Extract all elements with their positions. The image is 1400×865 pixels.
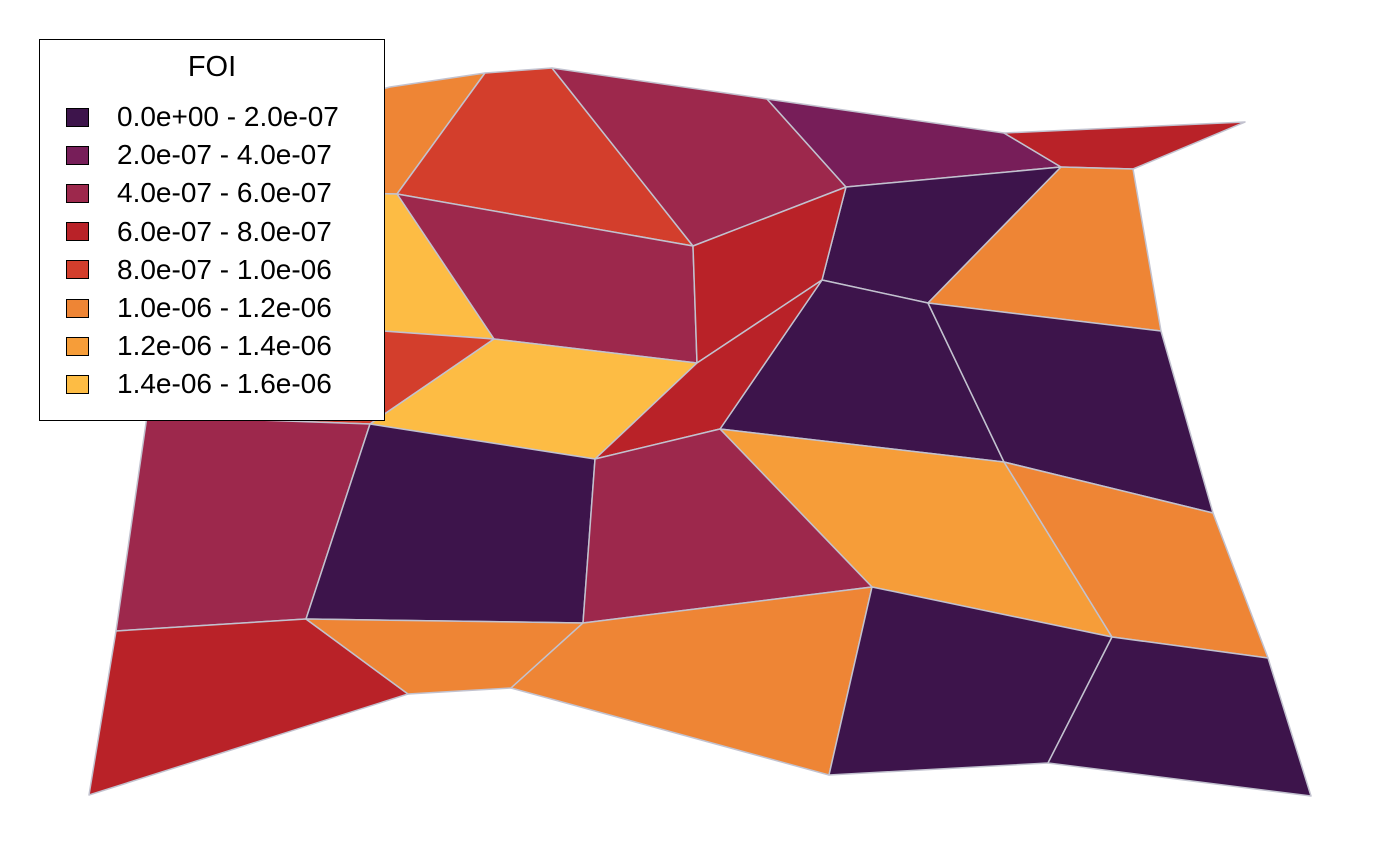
- map-region: [1047, 636, 1312, 797]
- map-legend: FOI 0.0e+00 - 2.0e-07 2.0e-07 - 4.0e-07 4.…: [39, 39, 385, 421]
- legend-item: 1.0e-06 - 1.2e-06: [66, 293, 332, 323]
- legend-label: 8.0e-07 - 1.0e-06: [117, 253, 332, 285]
- legend-label: 2.0e-07 - 4.0e-07: [117, 139, 332, 171]
- legend-item: 4.0e-07 - 6.0e-07: [66, 178, 332, 208]
- legend-swatch: [66, 107, 89, 127]
- legend-label: 0.0e+00 - 2.0e-07: [117, 101, 339, 132]
- legend-swatch: [66, 260, 89, 280]
- legend-label: 1.0e-06 - 1.2e-06: [117, 292, 332, 323]
- legend-swatch: [66, 145, 89, 165]
- legend-item: 0.0e+00 - 2.0e-07: [66, 102, 339, 132]
- legend-title: FOI: [187, 51, 237, 83]
- legend-item: 8.0e-07 - 1.0e-06: [66, 253, 332, 285]
- legend-item: 1.4e-06 - 1.6e-06: [66, 369, 332, 399]
- legend-label: 6.0e-07 - 8.0e-07: [117, 215, 332, 247]
- legend-item: 2.0e-07 - 4.0e-07: [66, 140, 332, 170]
- legend-label: 1.4e-06 - 1.6e-06: [117, 368, 332, 400]
- legend-item: 1.2e-06 - 1.4e-06: [66, 331, 332, 361]
- legend-swatch: [66, 222, 89, 242]
- legend-label: 4.0e-07 - 6.0e-07: [117, 177, 332, 209]
- legend-swatch: [66, 336, 89, 356]
- legend-swatch: [66, 298, 89, 318]
- legend-label: 1.2e-06 - 1.4e-06: [117, 330, 332, 362]
- legend-item: 6.0e-07 - 8.0e-07: [66, 215, 332, 247]
- legend-swatch: [66, 374, 89, 394]
- legend-swatch: [66, 183, 89, 203]
